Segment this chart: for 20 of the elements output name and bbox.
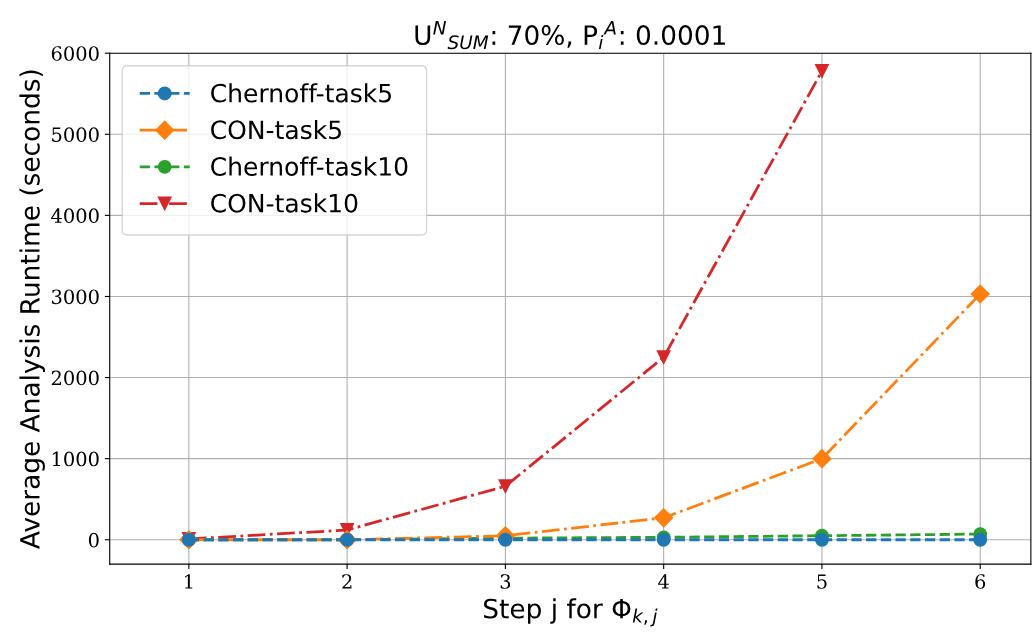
legend-label: CON-task10 [211, 193, 358, 213]
x-tick-label: 6 [975, 574, 986, 589]
y-axis-title: Average Analysis Runtime (seconds) [19, 70, 45, 549]
y-tick-label: 4000 [51, 208, 99, 224]
y-tick-label: 0 [88, 532, 99, 548]
legend-label: CON-task5 [211, 119, 341, 140]
x-tick-label: 5 [817, 574, 827, 589]
y-tick-label: 5000 [52, 127, 99, 142]
x-tick-label: 1 [185, 574, 193, 589]
y-tick-label: 2000 [51, 370, 99, 386]
x-tick-label: 2 [342, 574, 352, 589]
x-tick-label: 4 [658, 574, 669, 589]
y-tick-label: 6000 [51, 46, 99, 61]
chart-title: U$^{N}$$_{SUM}$: 70%, P$_{i}$$^{A}$: 0.0001 [415, 21, 725, 50]
y-tick-label: 3000 [51, 289, 99, 305]
x-tick-label: 3 [500, 574, 511, 589]
legend-label: Chernoff-task10 [211, 156, 408, 176]
x-axis-title: Step j for Φ$_{k,j}$ [484, 598, 658, 627]
legend-label: Chernoff-task5 [211, 83, 391, 103]
y-tick-label: 1000 [52, 451, 99, 467]
